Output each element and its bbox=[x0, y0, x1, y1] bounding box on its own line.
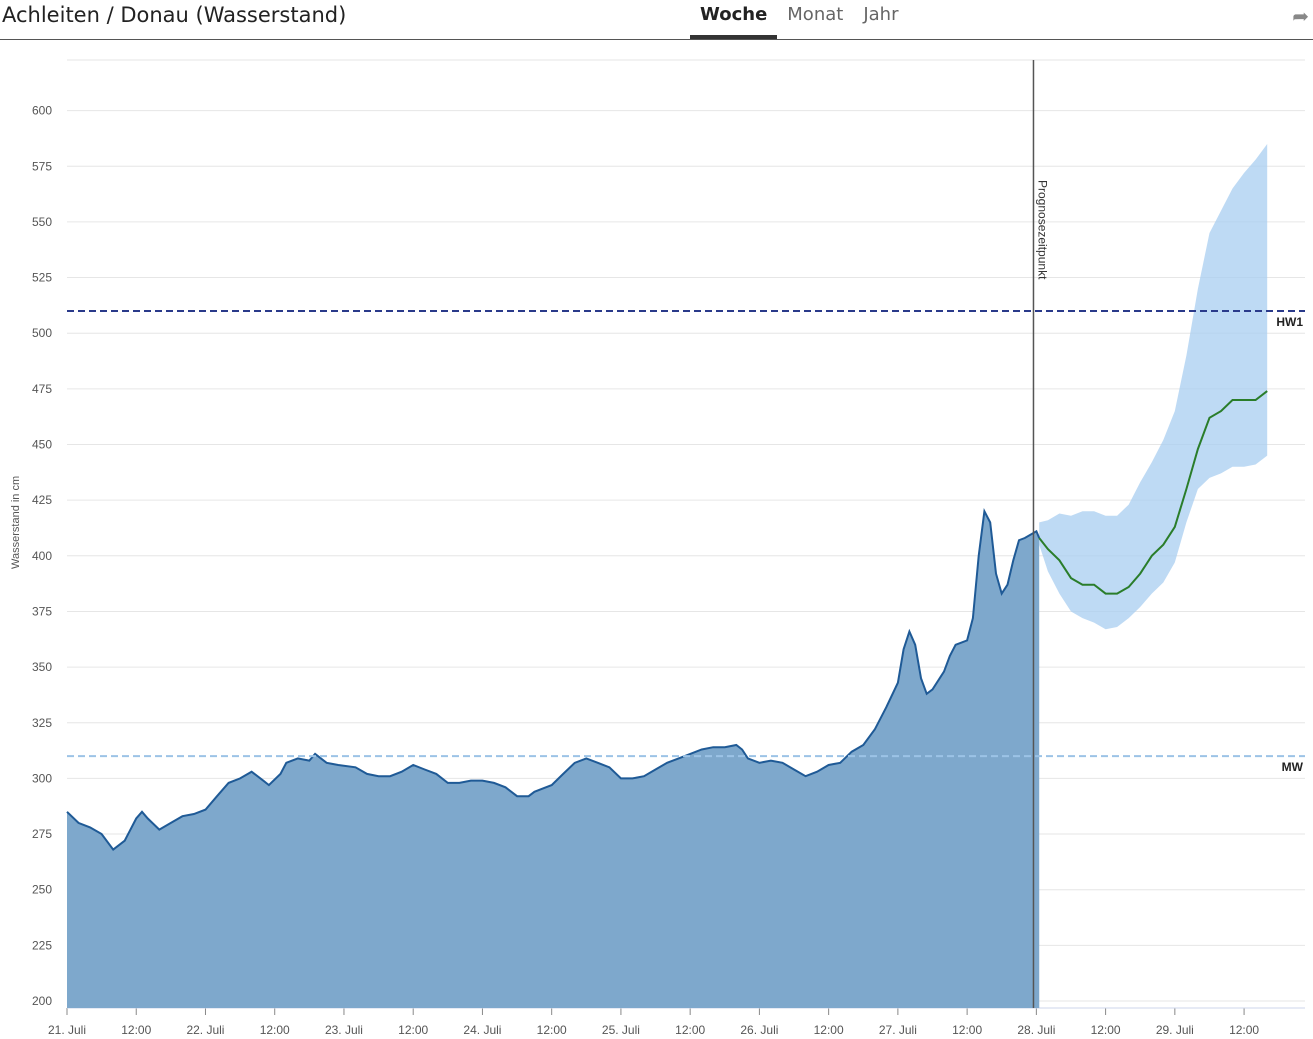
y-tick-label: 225 bbox=[32, 938, 52, 952]
forecast-water-level-line bbox=[1038, 390, 1268, 595]
y-tick-label: 325 bbox=[32, 716, 52, 730]
x-tick-label: 12:00 bbox=[814, 1023, 844, 1037]
chart-header: Achleiten / Donau (Wasserstand) Woche Mo… bbox=[0, 0, 1313, 40]
x-tick-label: 12:00 bbox=[398, 1023, 428, 1037]
x-tick-label: 27. Juli bbox=[879, 1023, 917, 1037]
grid-lines bbox=[67, 59, 1305, 1002]
chart-title: Achleiten / Donau (Wasserstand) bbox=[2, 3, 347, 27]
x-tick-label: 12:00 bbox=[260, 1023, 290, 1037]
y-tick-label: 400 bbox=[32, 549, 52, 563]
period-tabs: Woche Monat Jahr bbox=[690, 0, 908, 39]
hw1-label: HW1 bbox=[1276, 315, 1303, 329]
x-tick-label: 21. Juli bbox=[48, 1023, 86, 1037]
y-axis-label: Wasserstand in cm bbox=[10, 476, 22, 569]
x-tick-label: 22. Juli bbox=[186, 1023, 224, 1037]
forecast-time-label: Prognosezeitpunkt bbox=[1035, 180, 1049, 280]
x-axis-ticks: 21. Juli 12:00 22. Juli 12:00 23. Juli 12:00 2… bbox=[48, 1007, 1305, 1037]
y-tick-label: 375 bbox=[32, 604, 52, 618]
observed-water-level-area bbox=[67, 511, 1040, 1008]
x-tick-label: 12:00 bbox=[537, 1023, 567, 1037]
forecast-confidence-band bbox=[1039, 144, 1268, 630]
tab-jahr[interactable]: Jahr bbox=[863, 4, 899, 25]
y-tick-label: 500 bbox=[32, 326, 52, 340]
x-tick-label: 23. Juli bbox=[325, 1023, 363, 1037]
y-tick-label: 475 bbox=[32, 382, 52, 396]
mw-label: MW bbox=[1282, 760, 1304, 774]
y-tick-label: 275 bbox=[32, 827, 52, 841]
y-tick-label: 525 bbox=[32, 271, 52, 285]
x-tick-label: 12:00 bbox=[952, 1023, 982, 1037]
y-tick-label: 575 bbox=[32, 159, 52, 173]
y-tick-label: 600 bbox=[32, 104, 52, 118]
y-tick-label: 250 bbox=[32, 883, 52, 897]
y-tick-label: 425 bbox=[32, 493, 52, 507]
x-tick-label: 26. Juli bbox=[740, 1023, 778, 1037]
y-axis-ticks: 200 225 250 275 300 325 350 375 400 425 450 475 500 5… bbox=[32, 104, 52, 1008]
x-tick-label: 25. Juli bbox=[602, 1023, 640, 1037]
x-tick-label: 29. Juli bbox=[1156, 1023, 1194, 1037]
observed-water-level-line bbox=[66, 508, 1041, 852]
y-tick-label: 200 bbox=[32, 994, 52, 1008]
y-tick-label: 300 bbox=[32, 771, 52, 785]
x-tick-label: 12:00 bbox=[1229, 1023, 1259, 1037]
y-tick-label: 350 bbox=[32, 660, 52, 674]
tab-woche[interactable]: Woche bbox=[690, 0, 778, 39]
tab-monat[interactable]: Monat bbox=[787, 4, 844, 25]
x-tick-label: 28. Juli bbox=[1017, 1023, 1055, 1037]
x-tick-label: 24. Juli bbox=[463, 1023, 501, 1037]
x-tick-label: 12:00 bbox=[675, 1023, 705, 1037]
y-tick-label: 450 bbox=[32, 438, 52, 452]
x-tick-label: 12:00 bbox=[1091, 1023, 1121, 1037]
share-arrow-icon[interactable]: ➦ bbox=[1292, 6, 1309, 28]
x-tick-label: 12:00 bbox=[121, 1023, 151, 1037]
y-tick-label: 550 bbox=[32, 215, 52, 229]
water-level-chart: 200 225 250 275 300 325 350 375 400 425 450 475 500 5… bbox=[10, 59, 1305, 1037]
